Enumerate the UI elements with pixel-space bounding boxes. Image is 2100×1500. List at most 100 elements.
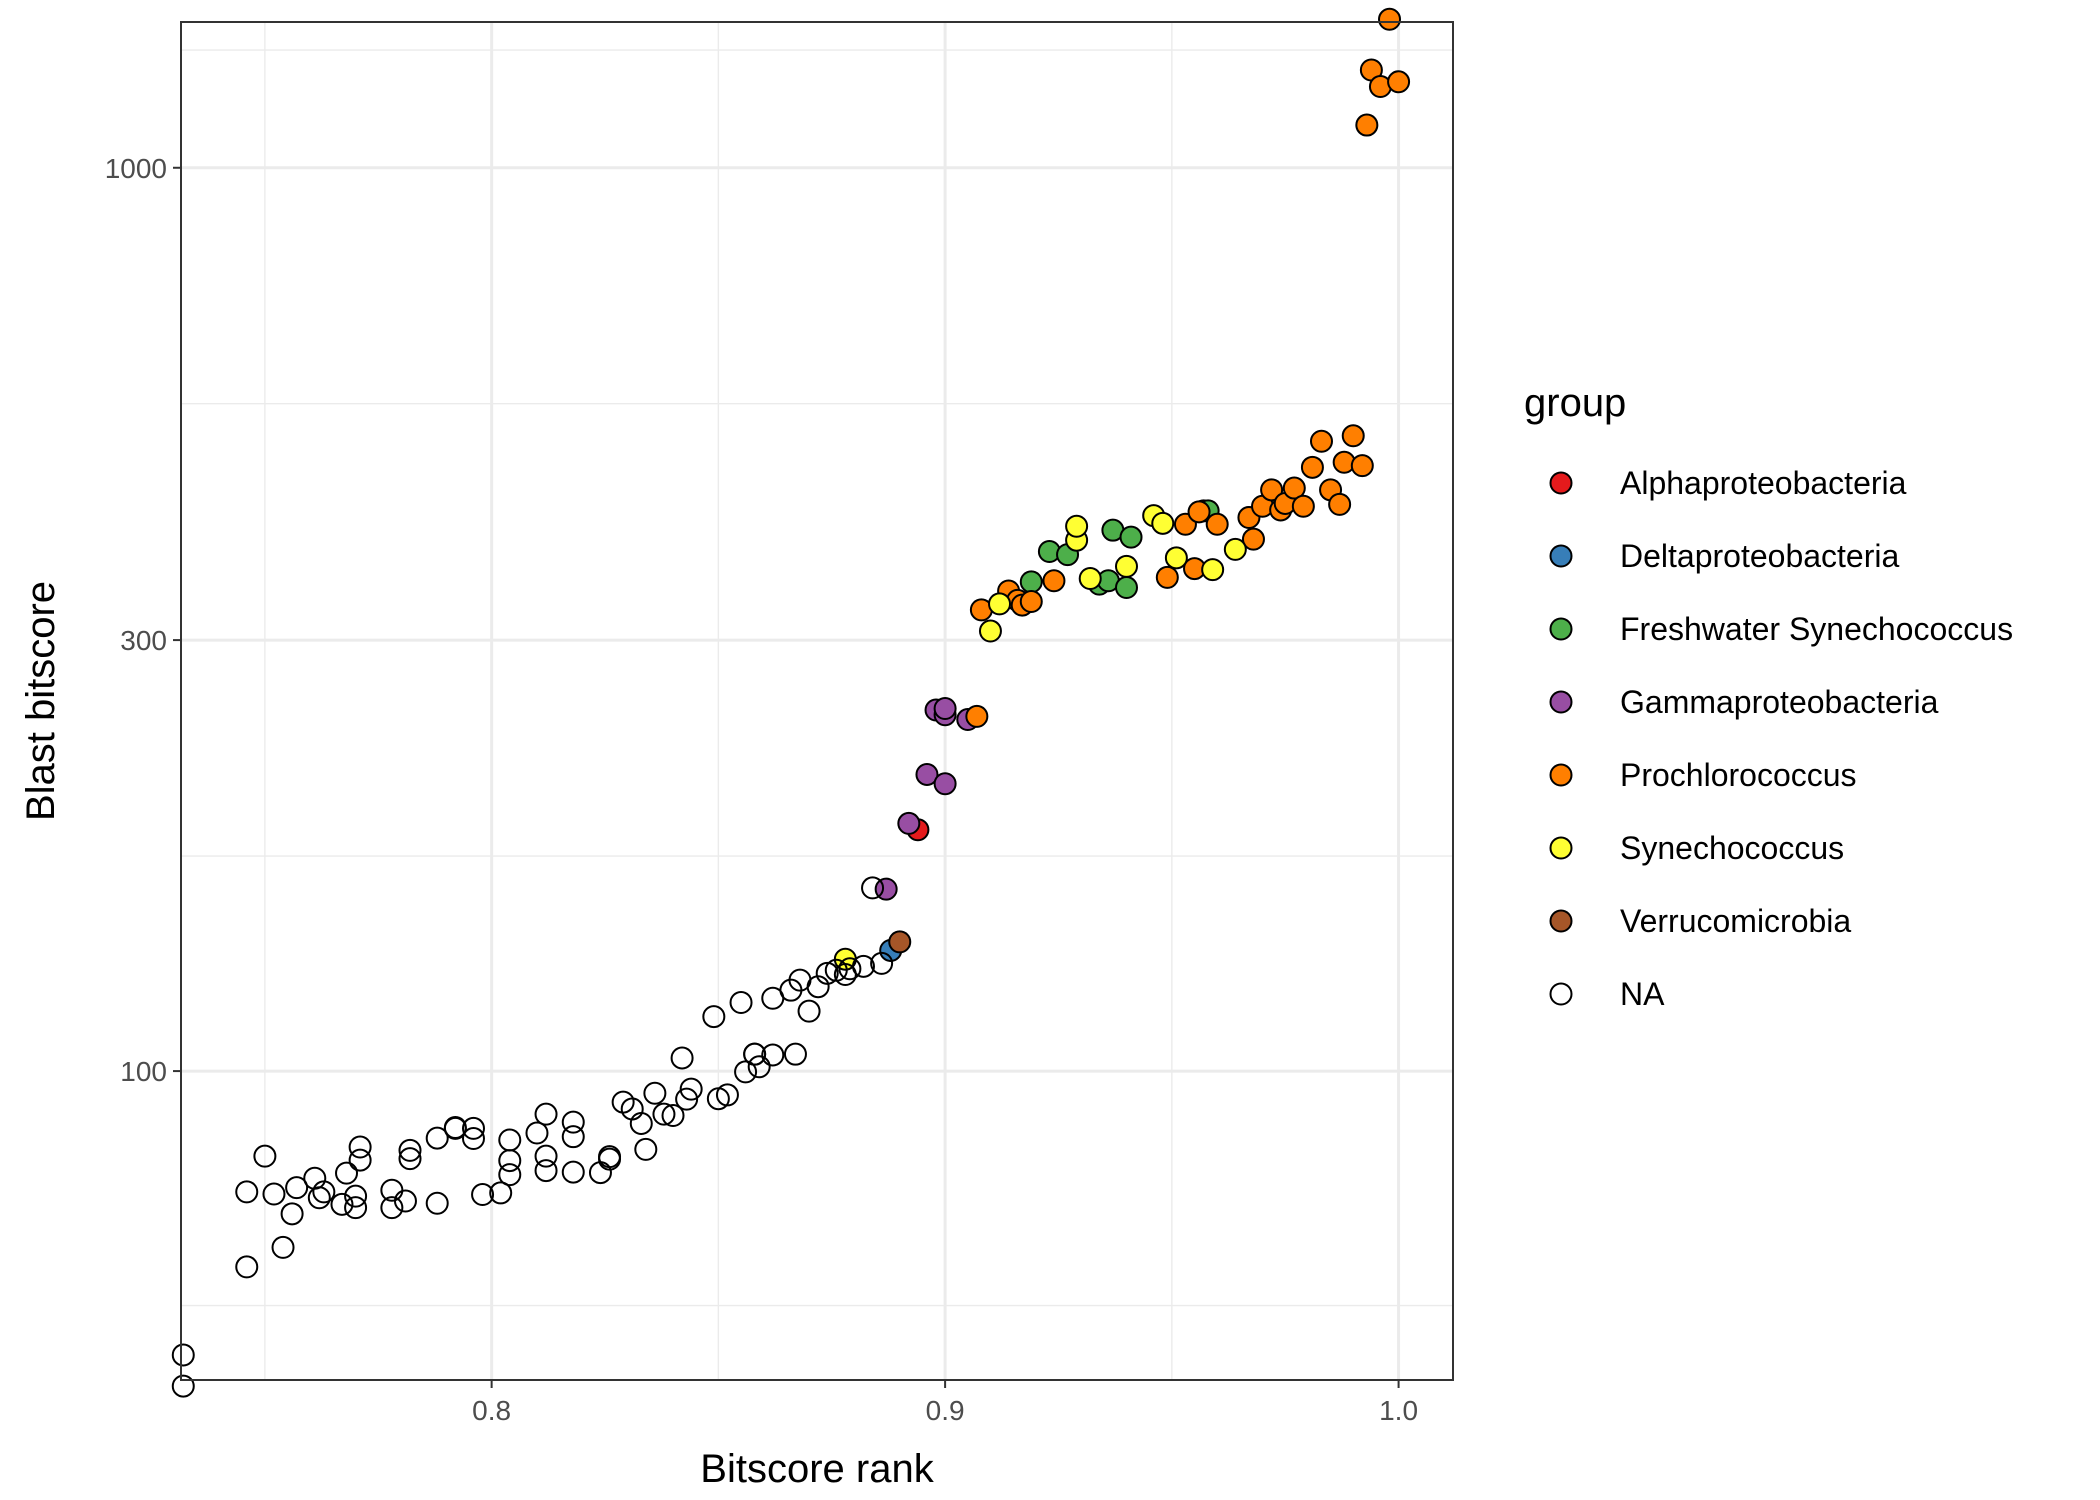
point-na bbox=[312, 1180, 336, 1204]
point-na bbox=[330, 1192, 354, 1216]
point-gammaproteobacteria bbox=[897, 811, 921, 835]
point-synechococcus bbox=[988, 592, 1012, 616]
point-na bbox=[171, 1374, 195, 1398]
point-na bbox=[489, 1181, 513, 1205]
point-prochlorococcus bbox=[1328, 492, 1352, 516]
legend-label-verrucomicrobia: Verrucomicrobia bbox=[1620, 903, 1851, 939]
point-synechococcus bbox=[1065, 514, 1089, 538]
point-na bbox=[806, 975, 830, 999]
legend-key-gammaproteobacteria bbox=[1549, 690, 1573, 714]
point-na bbox=[398, 1138, 422, 1162]
point-na bbox=[344, 1196, 368, 1220]
legend-key-na bbox=[1549, 982, 1573, 1006]
point-prochlorococcus bbox=[1387, 70, 1411, 94]
point-na bbox=[498, 1128, 522, 1152]
point-prochlorococcus bbox=[1309, 429, 1333, 453]
x-tick-label: 1.0 bbox=[1379, 1395, 1418, 1426]
legend-label-deltaproteobacteria: Deltaproteobacteria bbox=[1620, 538, 1899, 574]
point-na bbox=[498, 1163, 522, 1187]
point-prochlorococcus bbox=[1155, 565, 1179, 589]
y-tick-label: 100 bbox=[120, 1056, 167, 1087]
point-na bbox=[285, 1176, 309, 1200]
point-na bbox=[598, 1145, 622, 1169]
point-na bbox=[471, 1183, 495, 1207]
point-na bbox=[629, 1111, 653, 1135]
point-na bbox=[335, 1161, 359, 1185]
legend-key-synechococcus bbox=[1549, 836, 1573, 860]
point-na bbox=[634, 1137, 658, 1161]
point-freshwater-synechococcus bbox=[1019, 570, 1043, 594]
point-na bbox=[262, 1182, 286, 1206]
point-na bbox=[661, 1103, 685, 1127]
point-synechococcus bbox=[978, 619, 1002, 643]
point-na bbox=[525, 1121, 549, 1145]
legend: group Alphaproteobacteria Deltaproteobact… bbox=[1524, 381, 2013, 1012]
point-prochlorococcus bbox=[1187, 500, 1211, 524]
point-na bbox=[393, 1189, 417, 1213]
point-na bbox=[348, 1148, 372, 1172]
x-tick-label: 0.9 bbox=[926, 1395, 965, 1426]
legend-key-prochlorococcus bbox=[1549, 763, 1573, 787]
data-points bbox=[171, 7, 1411, 1398]
point-na bbox=[702, 1005, 726, 1029]
point-na bbox=[783, 1042, 807, 1066]
point-synechococcus bbox=[1164, 546, 1188, 570]
point-gammaproteobacteria bbox=[915, 762, 939, 786]
point-na bbox=[425, 1126, 449, 1150]
x-axis: 0.8 0.9 1.0 bbox=[472, 1380, 1418, 1426]
point-na bbox=[235, 1180, 259, 1204]
legend-label-na: NA bbox=[1620, 976, 1665, 1012]
point-verrucomicrobia bbox=[888, 930, 912, 954]
point-prochlorococcus bbox=[1350, 454, 1374, 478]
panel-background bbox=[181, 22, 1453, 1380]
point-na bbox=[425, 1191, 449, 1215]
point-na bbox=[344, 1184, 368, 1208]
point-synechococcus bbox=[1151, 511, 1175, 535]
x-axis-title: Bitscore rank bbox=[700, 1447, 934, 1491]
point-prochlorococcus bbox=[1378, 7, 1402, 31]
point-na bbox=[461, 1127, 485, 1151]
point-na bbox=[461, 1116, 485, 1140]
point-na bbox=[534, 1159, 558, 1183]
point-na bbox=[235, 1255, 259, 1279]
legend-label-freshwater-synechococcus: Freshwater Synechococcus bbox=[1620, 611, 2013, 647]
legend-label-synechococcus: Synechococcus bbox=[1620, 830, 1844, 866]
point-na bbox=[643, 1081, 667, 1105]
point-prochlorococcus bbox=[1282, 476, 1306, 500]
point-na bbox=[734, 1060, 758, 1084]
y-tick-label: 300 bbox=[120, 625, 167, 656]
point-na bbox=[675, 1087, 699, 1111]
y-tick-label: 1000 bbox=[105, 153, 167, 184]
point-na bbox=[851, 954, 875, 978]
point-na bbox=[271, 1235, 295, 1259]
point-na bbox=[861, 876, 885, 900]
point-na bbox=[679, 1077, 703, 1101]
point-gammaproteobacteria bbox=[933, 772, 957, 796]
legend-label-gammaproteobacteria: Gammaproteobacteria bbox=[1620, 684, 1939, 720]
point-na bbox=[307, 1186, 331, 1210]
panel-border bbox=[180, 21, 1454, 1381]
minor-grid bbox=[181, 22, 1453, 1380]
legend-key-freshwater-synechococcus bbox=[1549, 617, 1573, 641]
legend-key-alphaproteobacteria bbox=[1549, 471, 1573, 495]
point-na bbox=[670, 1046, 694, 1070]
point-na bbox=[443, 1116, 467, 1140]
point-prochlorococcus bbox=[1260, 478, 1284, 502]
point-prochlorococcus bbox=[965, 704, 989, 728]
point-gammaproteobacteria bbox=[933, 696, 957, 720]
point-na bbox=[534, 1144, 558, 1168]
point-na bbox=[797, 999, 821, 1023]
point-na bbox=[561, 1125, 585, 1149]
x-tick-label: 0.8 bbox=[472, 1395, 511, 1426]
point-prochlorococcus bbox=[1341, 424, 1365, 448]
point-na bbox=[652, 1102, 676, 1126]
point-na bbox=[561, 1110, 585, 1134]
point-prochlorococcus bbox=[1042, 569, 1066, 593]
point-freshwater-synechococcus bbox=[1119, 525, 1143, 549]
point-prochlorococcus bbox=[1291, 494, 1315, 518]
point-prochlorococcus bbox=[1019, 590, 1043, 614]
point-na bbox=[280, 1202, 304, 1226]
point-na bbox=[761, 1043, 785, 1067]
point-prochlorococcus bbox=[1241, 527, 1265, 551]
